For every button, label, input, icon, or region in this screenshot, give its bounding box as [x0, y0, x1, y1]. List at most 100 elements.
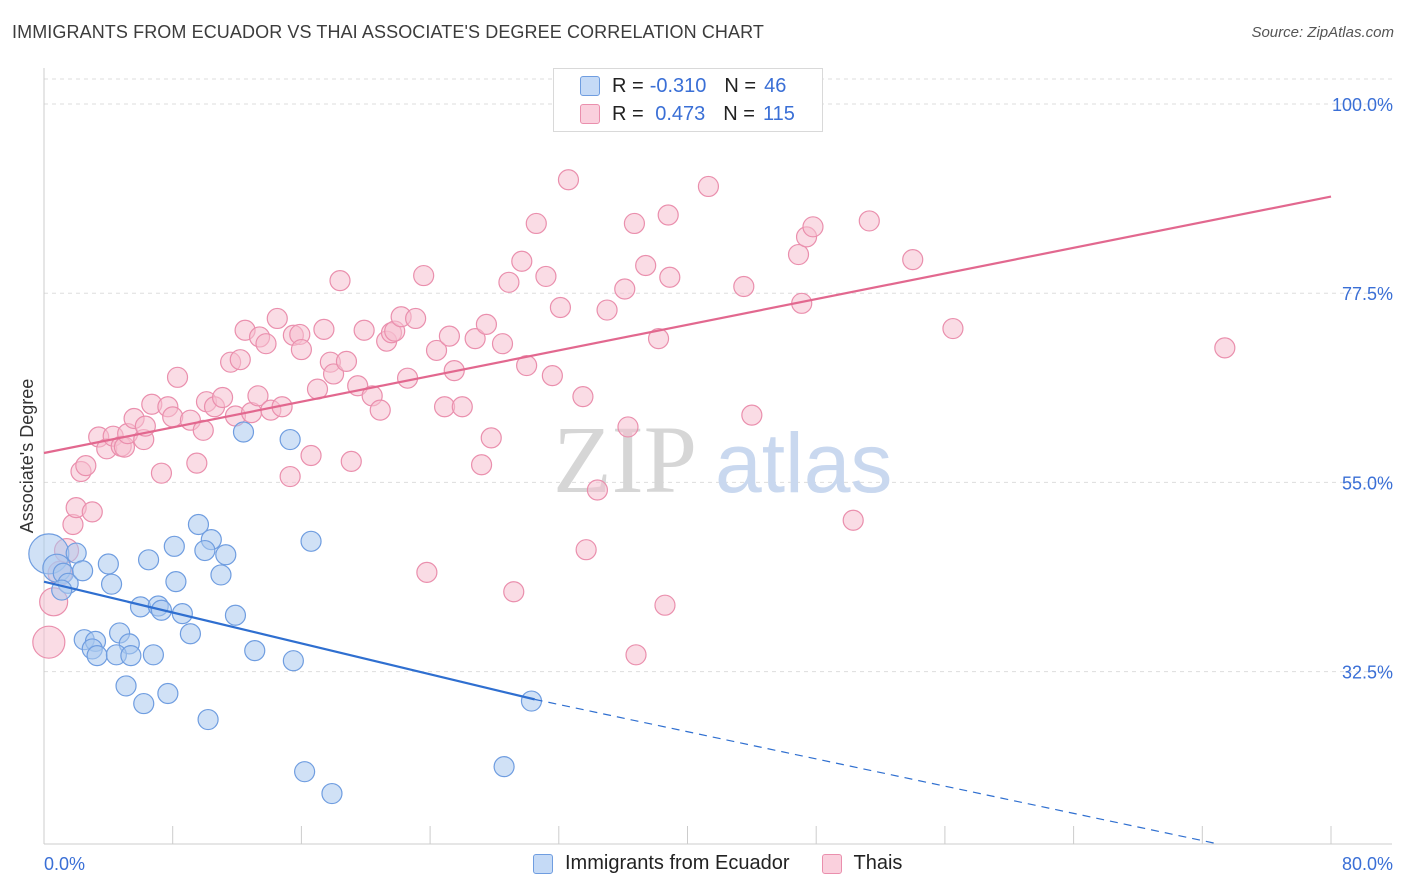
tick-labels: 32.5% 55.0% 77.5% 100.0% 0.0% 80.0% — [44, 95, 1393, 874]
thais-point — [340, 450, 362, 473]
ecuador-trend-extension — [534, 698, 1219, 845]
thais-point — [255, 333, 277, 355]
ecuador-point — [171, 603, 193, 625]
thais-point — [511, 250, 533, 272]
legend-r-value: 0.473 — [649, 102, 706, 125]
chart-title: IMMIGRANTS FROM ECUADOR VS THAI ASSOCIAT… — [12, 22, 764, 42]
thais-point — [503, 581, 525, 603]
thais-point — [535, 265, 557, 288]
ecuador-point — [215, 544, 237, 566]
thais-point — [858, 210, 880, 232]
thais-point — [300, 444, 322, 467]
thais-point — [549, 296, 572, 319]
ecuador-point — [179, 623, 201, 645]
ecuador-point — [142, 644, 164, 666]
thais-point — [1214, 337, 1236, 359]
thais-point — [425, 339, 448, 362]
legend-n-value: 115 — [762, 102, 795, 125]
thais-point — [498, 271, 520, 293]
thais-point — [733, 275, 755, 298]
thais-point — [647, 328, 670, 350]
ecuador-point — [137, 549, 160, 571]
ecuador-point — [279, 428, 301, 451]
thais-point — [787, 243, 810, 266]
thais-point — [162, 406, 184, 428]
thais-trend-line — [43, 195, 1332, 455]
ecuador-point — [51, 579, 73, 601]
ecuador-point — [97, 553, 119, 575]
thais-point — [451, 396, 473, 418]
thais-point — [290, 338, 312, 361]
ecuador-point — [244, 640, 266, 662]
legend-row-ecuador: R = -0.310 N = 46 — [580, 73, 786, 99]
ecuador-point — [321, 782, 343, 805]
ecuador-point — [210, 564, 232, 586]
ecuador-point — [194, 539, 216, 562]
thais-point — [623, 212, 646, 235]
legend-n-label: N = — [723, 102, 755, 125]
thais-point — [470, 454, 493, 476]
series-swatch-blue — [533, 853, 553, 874]
watermark: ZIP atlas — [553, 406, 892, 513]
ecuador-point — [197, 708, 219, 731]
y-tick-label: 100.0% — [1332, 95, 1393, 115]
ecuador-point — [133, 692, 155, 715]
series-legend-ecuador[interactable]: Immigrants from Ecuador — [533, 852, 790, 875]
thais-point — [150, 462, 173, 484]
thais-point — [322, 363, 345, 385]
ecuador-point — [493, 756, 515, 778]
thais-point — [353, 319, 375, 341]
ecuador-point — [157, 682, 179, 705]
ecuador-point — [232, 421, 255, 443]
watermark-atlas: atlas — [715, 416, 892, 510]
ecuador-point — [520, 690, 543, 712]
thais-point — [902, 249, 924, 271]
thais-point — [413, 264, 435, 287]
thais-point — [557, 169, 580, 191]
axes — [43, 68, 1392, 845]
thais-point — [586, 479, 609, 501]
correlation-legend: R = -0.310 N = 46 R = 0.473 N = 115 — [553, 68, 823, 132]
ecuador-points — [28, 421, 543, 805]
thais-point — [369, 399, 391, 421]
series-legend-thais[interactable]: Thais — [821, 852, 903, 875]
thais-point — [335, 350, 358, 372]
thais-point — [525, 212, 547, 235]
y-axis-label: Associate's Degree — [17, 379, 37, 534]
thais-point — [842, 509, 864, 531]
ecuador-point — [115, 675, 137, 697]
ecuador-trend-line — [43, 580, 535, 701]
thais-point — [697, 175, 720, 198]
ecuador-point — [86, 645, 108, 667]
thais-point — [166, 366, 189, 388]
series-swatch-pink — [821, 853, 842, 874]
thais-point — [81, 501, 103, 523]
ecuador-point — [165, 571, 187, 593]
thais-point — [438, 325, 461, 347]
thais-point — [635, 254, 657, 277]
gridlines — [44, 78, 1392, 673]
thais-point — [572, 386, 594, 408]
ecuador-point — [163, 535, 185, 557]
thais-point — [617, 416, 639, 438]
series-label-thais: Thais — [853, 852, 903, 874]
ecuador-point — [294, 761, 316, 783]
ecuador-point — [300, 530, 322, 552]
thais-point — [614, 278, 636, 300]
thais-point — [942, 317, 964, 340]
y-tick-label: 55.0% — [1342, 473, 1393, 493]
legend-n-label: N = — [724, 74, 757, 97]
thais-point — [32, 625, 66, 659]
ecuador-point — [100, 573, 123, 595]
thais-point — [433, 396, 456, 418]
thais-point — [541, 365, 563, 387]
ecuador-point — [120, 645, 142, 667]
thais-point — [186, 452, 208, 474]
legend-r-label: R = — [612, 74, 644, 97]
ecuador-point — [72, 560, 94, 582]
thais-point — [491, 333, 514, 355]
ecuador-point — [224, 604, 247, 626]
y-tick-label: 32.5% — [1342, 663, 1393, 683]
thais-point — [229, 349, 251, 371]
legend-r-value: -0.310 — [649, 74, 707, 97]
